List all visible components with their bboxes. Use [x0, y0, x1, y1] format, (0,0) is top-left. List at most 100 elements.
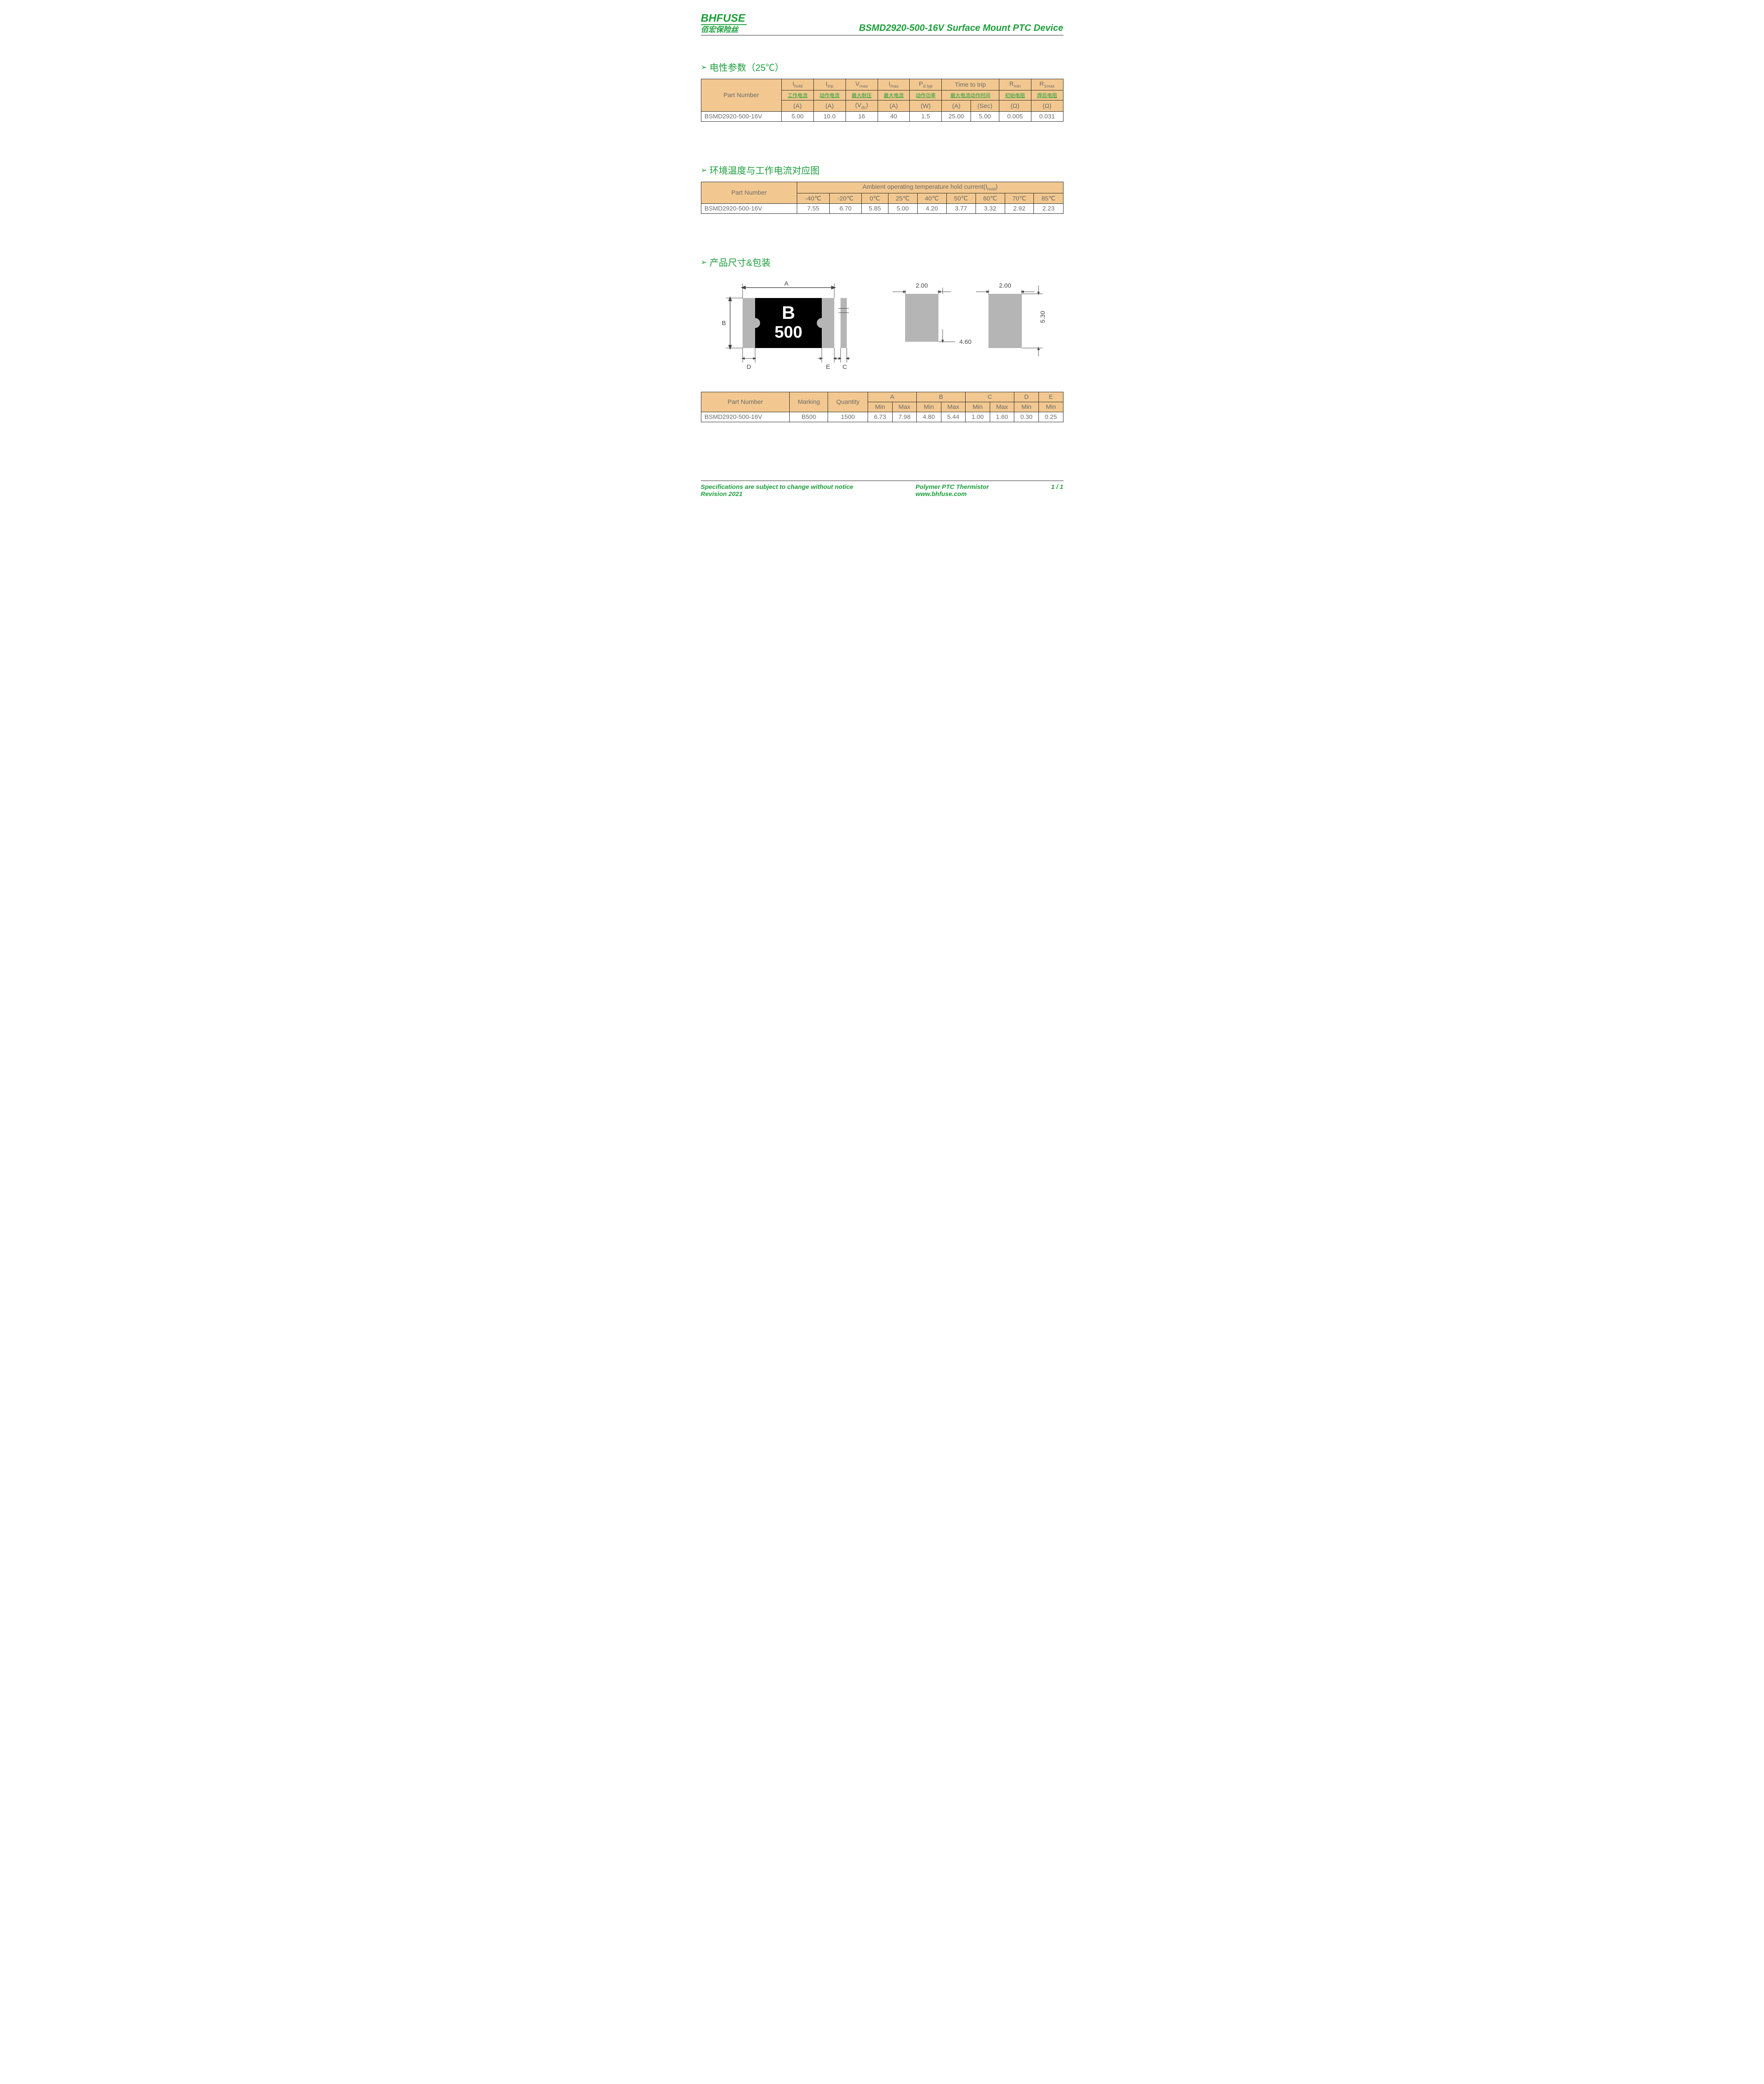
cell: 4.80: [917, 412, 941, 422]
footer-revision: Revision 2021: [701, 491, 853, 498]
logo-block: BHFUSE 佰宏保险丝: [701, 13, 747, 33]
svg-text:E: E: [826, 363, 830, 371]
table-row: BSMD2920-500-16V 5.00 10.0 16 40 1.5 25.…: [701, 112, 1063, 122]
section-title: 电性参数（25℃）: [710, 60, 784, 74]
dim-D: D: [1014, 392, 1039, 402]
temp-col: -40℃: [797, 193, 829, 204]
cell-qty: 1500: [828, 412, 868, 422]
cell: 10.0: [813, 112, 846, 122]
section-heading-dim: ➢ 产品尺寸&包装: [701, 255, 1063, 269]
cell: 5.44: [941, 412, 966, 422]
col-rmin: Rmin: [999, 79, 1031, 90]
cn-ttt: 最大电流动作时间: [942, 90, 999, 100]
cn-rmin: 初始电阻: [999, 90, 1031, 100]
section-heading-temp: ➢ 环境温度与工作电流对应图: [701, 163, 1063, 177]
cell: 5.00: [971, 112, 999, 122]
minmax-col: Min: [917, 402, 941, 412]
footer-product: Polymer PTC Thermistor: [916, 483, 989, 491]
unit-a3: (A): [878, 100, 910, 112]
temp-head: Ambient operating temperature hold curre…: [797, 182, 1063, 193]
cell: 2.92: [1005, 204, 1034, 214]
elec-params-table: Part Number Ihold Itrip Vmax Imax Pd typ…: [701, 79, 1063, 122]
col-itrip: Itrip: [813, 79, 846, 90]
marking-line2: 500: [774, 323, 802, 341]
cell: 40: [878, 112, 910, 122]
page-footer: Specifications are subject to change wit…: [701, 481, 1063, 498]
unit-a1: (A): [781, 100, 813, 112]
logo-divider: [701, 24, 747, 25]
col-part-number: Part Number: [701, 392, 790, 412]
cell-pn: BSMD2920-500-16V: [701, 204, 797, 214]
chevron-icon: ➢: [701, 63, 707, 72]
minmax-col: Max: [941, 402, 966, 412]
temp-col: 0℃: [862, 193, 888, 204]
section-heading-elec: ➢ 电性参数（25℃）: [701, 60, 1063, 74]
pad-w2: 2.00: [999, 282, 1011, 289]
col-timetotrip: Time to trip: [942, 79, 999, 90]
col-marking: Marking: [790, 392, 828, 412]
page-header: BHFUSE 佰宏保险丝 BSMD2920-500-16V Surface Mo…: [701, 13, 1063, 35]
cell: 16: [846, 112, 878, 122]
unit-ohm2: (Ω): [1031, 100, 1063, 112]
dim-B: B: [917, 392, 966, 402]
col-ihold: Ihold: [781, 79, 813, 90]
cell: 6.73: [868, 412, 893, 422]
minmax-col: Max: [892, 402, 917, 412]
cell-marking: B500: [790, 412, 828, 422]
cell: 2.23: [1034, 204, 1063, 214]
unit-ttt-a: (A): [942, 100, 971, 112]
minmax-col: Min: [1038, 402, 1063, 412]
table-row: BSMD2920-500-16V B500 1500 6.73 7.98 4.8…: [701, 412, 1063, 422]
col-part-number: Part Number: [701, 182, 797, 204]
logo-en: BHFUSE: [701, 13, 747, 23]
col-vmax: Vmax: [846, 79, 878, 90]
cell: 5.00: [781, 112, 813, 122]
minmax-col: Min: [868, 402, 893, 412]
cell: 0.031: [1031, 112, 1063, 122]
dim-A: A: [868, 392, 917, 402]
component-diagram: A B 500 B D E C: [713, 279, 855, 375]
cn-ihold: 工作电流: [781, 90, 813, 100]
cell: 25.00: [942, 112, 971, 122]
pad-h: 4.60: [959, 338, 971, 346]
logo-cn: 佰宏保险丝: [701, 26, 747, 33]
chevron-icon: ➢: [701, 258, 707, 267]
cn-itrip: 动作电流: [813, 90, 846, 100]
table-row: BSMD2920-500-16V 7.55 6.70 5.85 5.00 4.2…: [701, 204, 1063, 214]
diagram-row: A B 500 B D E C: [713, 279, 1063, 375]
footer-notice: Specifications are subject to change wit…: [701, 483, 853, 491]
svg-text:C: C: [842, 363, 847, 371]
col-imax: Imax: [878, 79, 910, 90]
svg-text:B: B: [721, 320, 726, 327]
cell: 5.00: [888, 204, 917, 214]
unit-a2: (A): [813, 100, 846, 112]
cell: 7.98: [892, 412, 917, 422]
cn-imax: 最大电流: [878, 90, 910, 100]
cell: 3.32: [976, 204, 1005, 214]
section-title: 环境温度与工作电流对应图: [710, 163, 820, 177]
footer-left: Specifications are subject to change wit…: [701, 483, 853, 498]
minmax-col: Min: [966, 402, 990, 412]
pad-diagram: 2.00 4.60 2.00 5.30: [880, 279, 1055, 358]
footer-mid: Polymer PTC Thermistor www.bhfuse.com: [916, 483, 989, 498]
col-part-number: Part Number: [701, 79, 781, 112]
pad-w: 2.00: [916, 282, 928, 289]
minmax-col: Min: [1014, 402, 1039, 412]
cell: 5.85: [862, 204, 888, 214]
cell: 0.25: [1038, 412, 1063, 422]
minmax-col: Max: [990, 402, 1014, 412]
unit-w: (W): [910, 100, 942, 112]
temp-col: 70℃: [1005, 193, 1034, 204]
cell: 4.20: [917, 204, 946, 214]
cell: 0.30: [1014, 412, 1039, 422]
cell: 1.60: [990, 412, 1014, 422]
temp-col: 40℃: [917, 193, 946, 204]
cell: 1.00: [966, 412, 990, 422]
col-r1max: R1max: [1031, 79, 1063, 90]
cell-pn: BSMD2920-500-16V: [701, 412, 790, 422]
cn-pdtyp: 动作功率: [910, 90, 942, 100]
unit-ohm1: (Ω): [999, 100, 1031, 112]
cell: 6.70: [829, 204, 861, 214]
temp-table: Part Number Ambient operating temperatur…: [701, 182, 1063, 214]
cell: 0.005: [999, 112, 1031, 122]
